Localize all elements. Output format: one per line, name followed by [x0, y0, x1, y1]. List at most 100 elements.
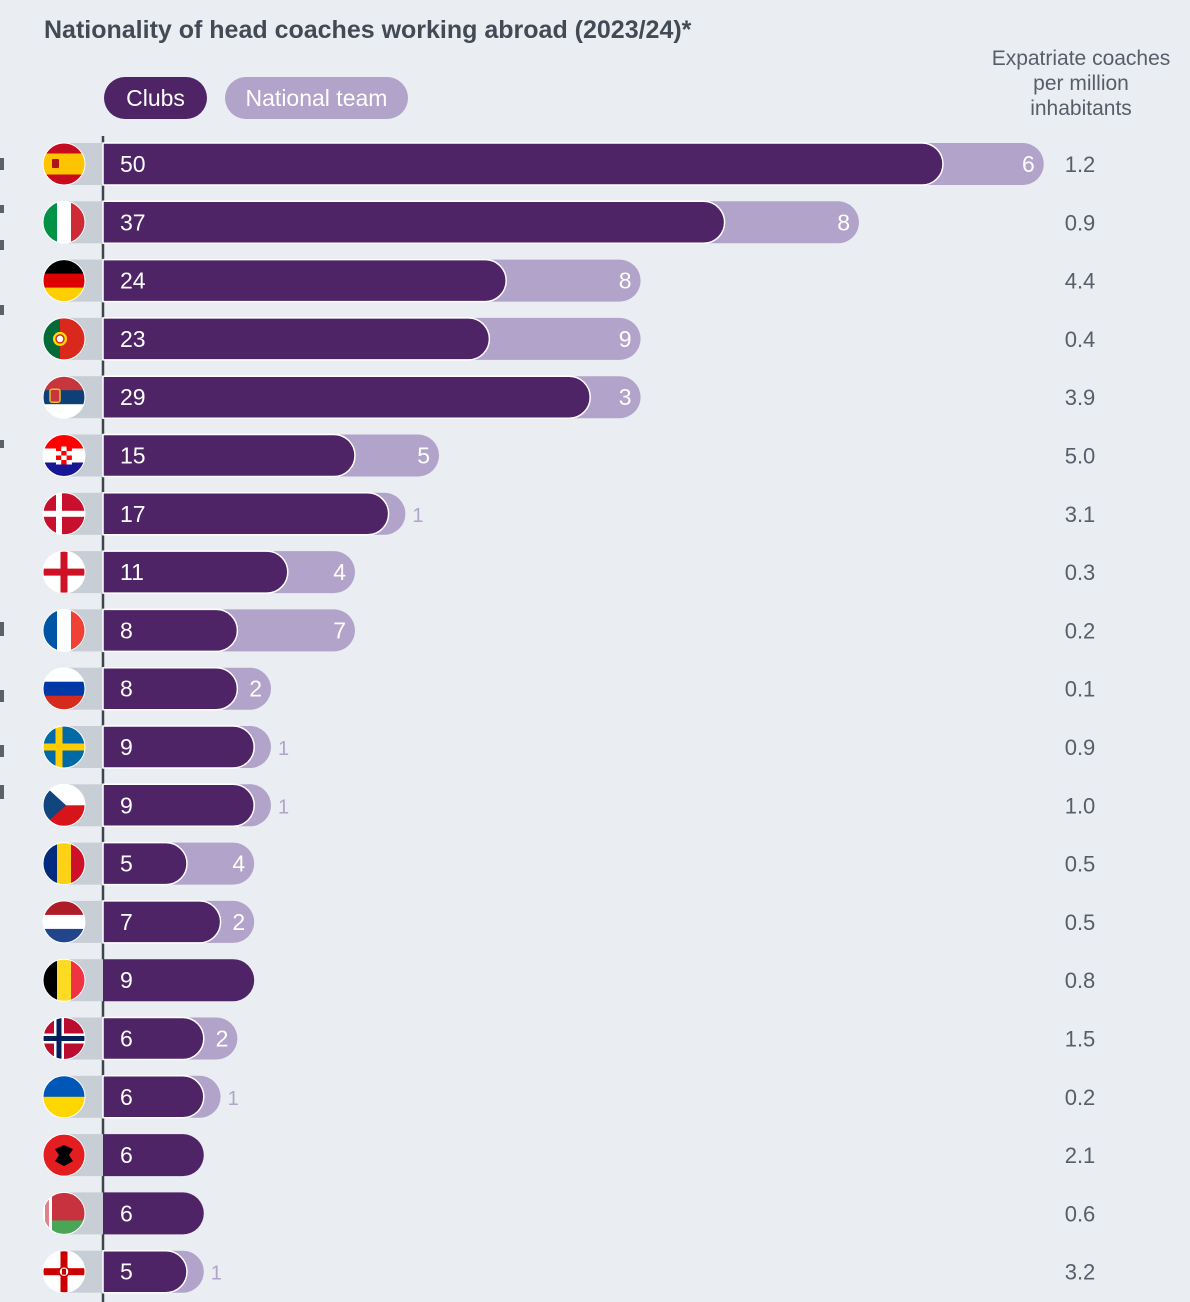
cropped-edge-mark	[0, 240, 4, 250]
expatriate-value-romania: 0.5	[1065, 852, 1096, 877]
expatriate-value-croatia: 5.0	[1065, 444, 1096, 469]
label-clubs-italy: 37	[120, 209, 146, 235]
bar-clubs-belgium	[103, 959, 255, 1002]
flag-spain-icon	[43, 143, 85, 185]
expatriate-value-portugal: 0.4	[1065, 327, 1096, 352]
label-national-team-netherlands: 2	[232, 909, 245, 935]
flag-outline	[42, 958, 86, 1002]
label-clubs-ukraine: 6	[120, 1084, 133, 1110]
expatriate-per-million-header: Expatriate coaches per million inhabitan…	[984, 46, 1178, 121]
flag-outline	[42, 550, 86, 594]
flag-outline	[42, 1133, 86, 1177]
flag-russia-icon	[43, 667, 85, 710]
label-national-team-russia: 2	[249, 676, 262, 702]
flag-outline	[42, 1017, 86, 1060]
expatriate-value-denmark: 3.1	[1065, 502, 1096, 527]
expatriate-value-ukraine: 0.2	[1065, 1085, 1096, 1110]
label-national-team-croatia: 5	[417, 443, 430, 469]
label-national-team-sweden: 1	[278, 738, 289, 760]
bar-clubs-czechia	[102, 783, 255, 828]
label-national-team-germany: 8	[619, 268, 632, 294]
flag-denmark-icon	[43, 492, 85, 535]
flag-outline	[42, 1075, 86, 1119]
cropped-edge-mark	[0, 745, 4, 757]
flag-outline	[42, 667, 86, 711]
bar-clubs-ukraine	[102, 1075, 205, 1119]
chart-title: Nationality of head coaches working abro…	[44, 16, 692, 44]
cropped-edge-mark	[0, 690, 4, 702]
label-clubs-england: 11	[120, 559, 144, 585]
label-clubs-romania: 5	[120, 851, 133, 877]
flag-croatia-icon	[43, 434, 85, 477]
expatriate-value-serbia: 3.9	[1065, 385, 1096, 410]
label-national-team-france: 7	[333, 617, 346, 643]
header-line-2: per million	[1033, 72, 1129, 95]
label-clubs-france: 8	[120, 617, 133, 643]
label-clubs-albania: 6	[120, 1142, 133, 1168]
label-clubs-czechia: 9	[120, 792, 133, 818]
flag-outline	[42, 608, 86, 652]
flag-outline	[42, 1250, 86, 1294]
bar-clubs-denmark	[102, 492, 390, 536]
header-line-3: inhabitants	[1030, 97, 1132, 120]
flag-england-icon	[43, 551, 85, 594]
cropped-edge-mark	[0, 785, 4, 799]
label-clubs-belgium: 9	[120, 967, 133, 993]
cropped-edge-mark	[0, 205, 4, 213]
flag-outline	[42, 1191, 86, 1235]
bar-clubs-italy	[102, 200, 726, 245]
flag-outline	[42, 725, 86, 769]
flag-ukraine-icon	[43, 1075, 85, 1118]
label-clubs-netherlands: 7	[120, 909, 133, 935]
flag-netherlands-icon	[43, 900, 85, 943]
label-clubs-croatia: 15	[120, 443, 146, 469]
flag-outline	[42, 783, 86, 827]
label-clubs-denmark: 17	[120, 501, 146, 527]
flag-outline	[42, 200, 86, 244]
expatriate-value-czechia: 1.0	[1065, 793, 1096, 818]
label-national-team-northern-ireland: 1	[211, 1263, 222, 1285]
flag-outline	[42, 492, 86, 536]
label-national-team-denmark: 1	[412, 505, 423, 527]
label-clubs-spain: 50	[120, 151, 146, 177]
header-line-1: Expatriate coaches	[991, 47, 1171, 70]
expatriate-value-italy: 0.9	[1065, 210, 1096, 235]
expatriate-value-northern-ireland: 3.2	[1065, 1260, 1096, 1285]
flag-norway-icon	[43, 1017, 85, 1060]
bar-clubs-albania	[103, 1134, 204, 1177]
flag-czechia-icon	[43, 784, 85, 827]
flag-outline	[42, 142, 86, 186]
flag-outline	[42, 259, 86, 303]
bar-clubs-romania	[102, 841, 188, 886]
flag-northern-ireland-icon	[43, 1250, 85, 1293]
bar-clubs-sweden	[102, 725, 255, 769]
label-clubs-belarus: 6	[120, 1200, 133, 1226]
bar-clubs-portugal	[102, 317, 491, 361]
flag-serbia-icon	[43, 376, 85, 419]
label-clubs-norway: 6	[120, 1026, 133, 1052]
bar-clubs-spain	[102, 142, 944, 186]
flag-outline	[42, 842, 86, 886]
label-clubs-serbia: 29	[120, 384, 146, 410]
label-clubs-germany: 24	[120, 268, 146, 294]
expatriate-value-germany: 4.4	[1065, 269, 1096, 294]
expatriate-value-norway: 1.5	[1065, 1027, 1096, 1052]
cropped-edge-mark	[0, 158, 4, 170]
bar-clubs-russia	[102, 666, 239, 711]
cropped-edge-mark	[0, 622, 4, 636]
bar-clubs-serbia	[102, 375, 591, 419]
cropped-edge-mark	[0, 305, 4, 315]
flag-outline	[42, 434, 86, 477]
expatriate-value-england: 0.3	[1065, 560, 1096, 585]
flag-portugal-icon	[43, 317, 85, 360]
flag-albania-icon	[43, 1134, 85, 1177]
flag-germany-icon	[43, 259, 85, 302]
label-clubs-sweden: 9	[120, 734, 133, 760]
label-national-team-serbia: 3	[619, 384, 632, 410]
expatriate-value-belarus: 0.6	[1065, 1201, 1096, 1226]
cropped-edge-mark	[0, 440, 4, 448]
bar-clubs-france	[102, 608, 239, 653]
legend-national-team: National team	[225, 77, 408, 119]
bar-clubs-england	[102, 550, 289, 594]
